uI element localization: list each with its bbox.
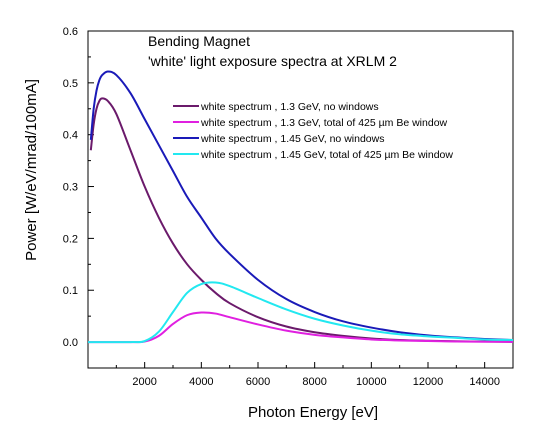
x-axis: 2000 4000 6000 8000 10000 12000 14000 <box>115 362 500 388</box>
y-tick-label: 0.6 <box>63 26 78 38</box>
y-axis: 0.0 0.1 0.2 0.3 0.4 0.5 0.6 <box>63 26 94 369</box>
plot-frame <box>87 30 514 369</box>
plot-area <box>87 30 514 369</box>
y-axis-title: Power [W/eV/mrad/100mA] <box>23 79 40 261</box>
legend-label-4: white spectrum , 1.45 GeV, total of 425 … <box>200 149 453 161</box>
y-tick-label: 0.3 <box>63 182 78 194</box>
series-group <box>87 70 514 344</box>
y-tick-label: 0.0 <box>63 337 78 349</box>
y-tick-label: 0.4 <box>63 130 78 142</box>
series-line-4 <box>87 281 514 344</box>
y-tick-label: 0.5 <box>63 78 78 90</box>
y-tick-label: 0.2 <box>63 233 78 245</box>
annotation-line2: 'white' light exposure spectra at XRLM 2 <box>148 53 397 69</box>
legend: white spectrum , 1.3 GeV, no windows whit… <box>173 101 453 161</box>
legend-label-1: white spectrum , 1.3 GeV, no windows <box>200 101 379 113</box>
x-tick-label: 6000 <box>246 376 270 388</box>
y-tick-label: 0.1 <box>63 285 78 297</box>
series-line-3 <box>89 70 514 341</box>
x-tick-label: 2000 <box>132 376 156 388</box>
x-tick-label: 14000 <box>469 376 500 388</box>
series-line-2 <box>87 311 514 344</box>
legend-label-3: white spectrum , 1.45 GeV, no windows <box>200 133 384 145</box>
x-tick-label: 12000 <box>413 376 444 388</box>
annotation-line1: Bending Magnet <box>148 33 250 49</box>
x-tick-label: 8000 <box>302 376 326 388</box>
legend-label-2: white spectrum , 1.3 GeV, total of 425 µ… <box>200 117 448 129</box>
x-axis-title: Photon Energy [eV] <box>248 404 378 421</box>
x-tick-label: 10000 <box>356 376 387 388</box>
x-tick-label: 4000 <box>189 376 213 388</box>
